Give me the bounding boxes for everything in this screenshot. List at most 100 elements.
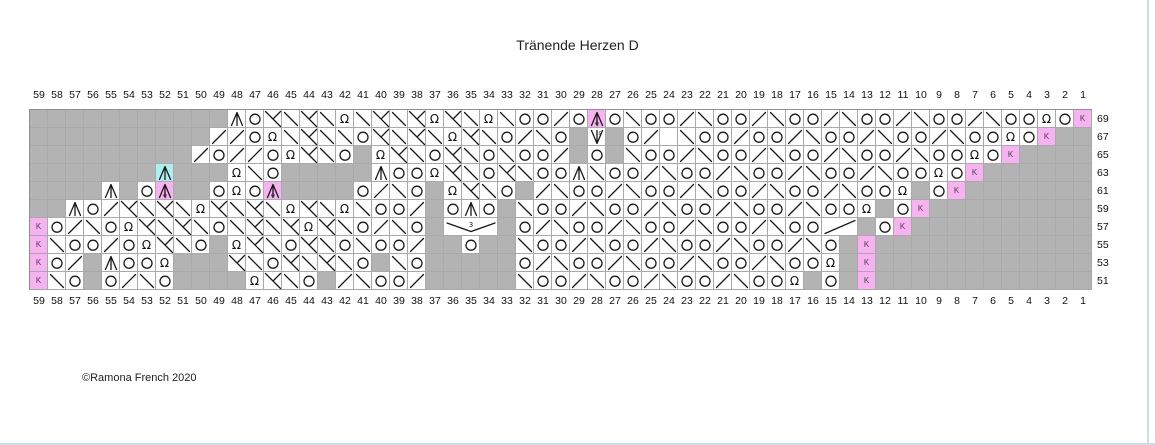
cell-no-stitch — [210, 110, 228, 128]
cell-ssk — [336, 254, 354, 272]
cell-double-decrease-left — [462, 182, 480, 200]
cell-ssk — [480, 182, 498, 200]
column-number: 27 — [609, 89, 621, 101]
cell-no-stitch — [966, 272, 984, 290]
cell-ssk — [876, 164, 894, 182]
cell-ssk — [588, 200, 606, 218]
cell-yarn-over — [246, 110, 264, 128]
cell-yarn-over — [750, 272, 768, 290]
cell-ssk — [354, 272, 372, 290]
cell-k2tog — [786, 200, 804, 218]
cell-yarn-over — [408, 182, 426, 200]
column-number: 20 — [735, 89, 747, 101]
cell-ssk — [696, 182, 714, 200]
cell-yarn-over — [750, 128, 768, 146]
cell-no-stitch — [1002, 236, 1020, 254]
cell-no-stitch — [1056, 164, 1074, 182]
cell-k2tog — [534, 182, 552, 200]
cell-ssk — [246, 164, 264, 182]
cell-no-stitch — [984, 164, 1002, 182]
cell-no-stitch — [174, 128, 192, 146]
cell-k2tog — [534, 254, 552, 272]
cell-yarn-over — [894, 164, 912, 182]
cell-pink-k-marker: K — [858, 272, 876, 290]
cell-no-stitch — [948, 254, 966, 272]
cell-no-stitch — [966, 236, 984, 254]
cell-yarn-over — [876, 146, 894, 164]
cell-no-stitch — [966, 200, 984, 218]
column-number: 49 — [213, 89, 225, 101]
cell-no-stitch — [984, 218, 1002, 236]
column-number: 44 — [303, 295, 315, 307]
cell-yarn-over — [750, 200, 768, 218]
cell-ssk — [876, 128, 894, 146]
cell-yarn-over — [84, 236, 102, 254]
cell-yarn-over — [714, 254, 732, 272]
cell-yarn-over — [408, 218, 426, 236]
cell-no-stitch — [192, 110, 210, 128]
cell-no-stitch — [462, 272, 480, 290]
cell-ssk — [840, 182, 858, 200]
cell-ssk — [678, 128, 696, 146]
cell-yarn-over — [948, 164, 966, 182]
cell-ssk — [912, 110, 930, 128]
cell-double-decrease-left — [300, 236, 318, 254]
cell-no-stitch — [1002, 182, 1020, 200]
cell-ssk — [768, 110, 786, 128]
column-number: 42 — [339, 295, 351, 307]
cell-no-stitch — [1056, 272, 1074, 290]
cell-no-stitch — [48, 110, 66, 128]
cell-twisted-stitch-omega: Ω — [858, 200, 876, 218]
cell-yarn-over — [606, 200, 624, 218]
column-number: 40 — [375, 89, 387, 101]
cell-no-stitch — [1074, 146, 1092, 164]
row-number: 59 — [1097, 203, 1109, 215]
cell-no-stitch — [426, 254, 444, 272]
cell-no-stitch — [30, 128, 48, 146]
cell-no-stitch — [1074, 218, 1092, 236]
cell-yarn-over — [534, 164, 552, 182]
cell-k2tog — [192, 146, 210, 164]
cell-no-stitch — [1038, 164, 1056, 182]
cell-yarn-over — [696, 200, 714, 218]
cell-no-stitch — [426, 182, 444, 200]
cell-ssk — [336, 218, 354, 236]
cell-yarn-over — [498, 128, 516, 146]
cell-no-stitch — [120, 146, 138, 164]
cell-yarn-over — [678, 272, 696, 290]
column-number: 22 — [699, 89, 711, 101]
cell-yarn-over — [336, 146, 354, 164]
cell-no-stitch — [30, 110, 48, 128]
cell-k2tog — [66, 218, 84, 236]
cell-yarn-over — [786, 254, 804, 272]
cell-no-stitch — [894, 236, 912, 254]
cell-yarn-over — [534, 146, 552, 164]
cell-centered-double-decrease — [570, 164, 588, 182]
cell-no-stitch — [120, 128, 138, 146]
cell-ssk — [696, 218, 714, 236]
cell-k2tog — [570, 236, 588, 254]
column-number: 30 — [555, 89, 567, 101]
cell-yarn-over — [804, 110, 822, 128]
cell-no-stitch — [1038, 236, 1056, 254]
column-number: 7 — [972, 295, 978, 307]
cell-k2tog — [678, 218, 696, 236]
cell-yarn-over — [120, 236, 138, 254]
cell-ssk — [318, 200, 336, 218]
cell-no-stitch — [1074, 128, 1092, 146]
cell-no-stitch — [30, 182, 48, 200]
cell-ssk — [624, 218, 642, 236]
cell-no-stitch — [840, 272, 858, 290]
cell-no-stitch — [318, 272, 336, 290]
cell-yarn-over — [408, 164, 426, 182]
cell-no-stitch — [1074, 254, 1092, 272]
cell-double-decrease-left — [138, 218, 156, 236]
cell-yarn-over — [948, 110, 966, 128]
cell-yarn-over — [804, 146, 822, 164]
cell-no-stitch — [48, 128, 66, 146]
cell-no-stitch — [1020, 254, 1038, 272]
cell-k2tog — [786, 236, 804, 254]
row-number: 61 — [1097, 185, 1109, 197]
cell-yarn-over — [624, 164, 642, 182]
